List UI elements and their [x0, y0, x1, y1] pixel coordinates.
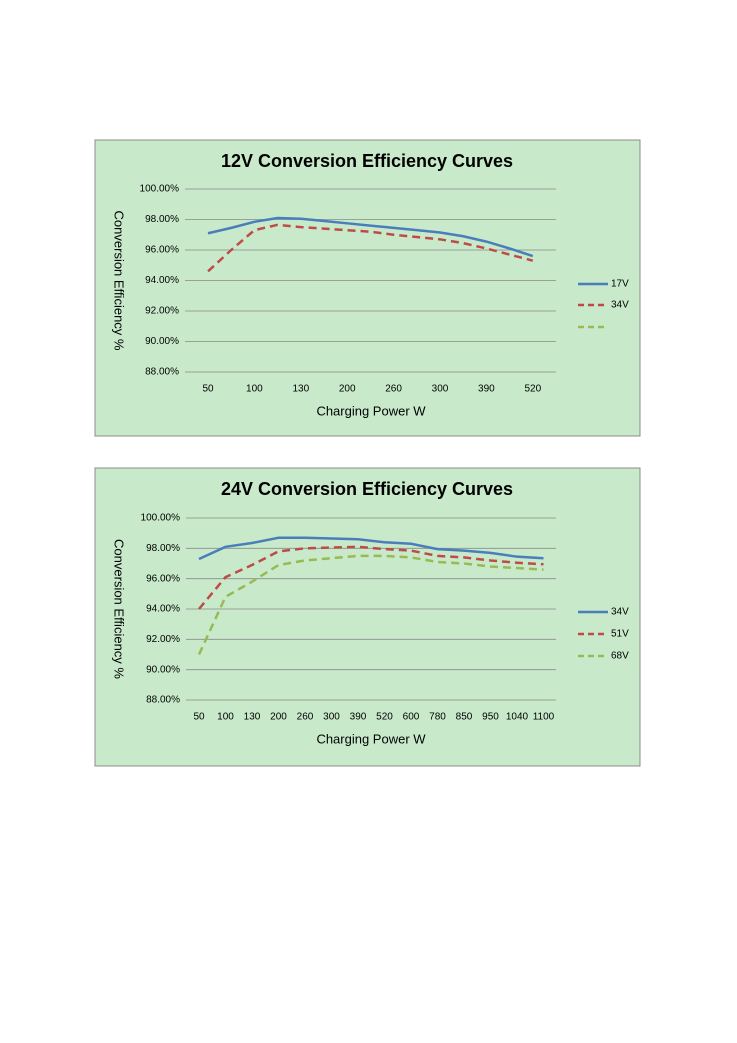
chart-title: 12V Conversion Efficiency Curves [221, 151, 513, 171]
series-line [198, 536, 544, 561]
series-line [207, 216, 534, 258]
y-tick-label: 96.00% [146, 573, 180, 584]
x-tick-label: 520 [376, 712, 393, 723]
x-tick-label: 200 [339, 384, 356, 395]
x-tick-label: 260 [385, 384, 402, 395]
legend-label: 51V [611, 629, 629, 640]
y-tick-label: 100.00% [141, 513, 181, 524]
x-tick-label: 390 [478, 384, 495, 395]
y-tick-label: 90.00% [146, 664, 180, 675]
x-tick-label: 130 [292, 384, 309, 395]
x-tick-label: 100 [246, 384, 263, 395]
x-tick-label: 600 [403, 712, 420, 723]
legend-label: 34V [611, 300, 629, 311]
y-tick-label: 88.00% [145, 367, 179, 378]
x-tick-label: 200 [270, 712, 287, 723]
y-tick-label: 94.00% [145, 275, 179, 286]
x-tick-label: 1100 [533, 712, 555, 723]
y-tick-label: 94.00% [146, 604, 180, 615]
x-tick-label: 100 [217, 712, 234, 723]
x-axis-label: Charging Power W [316, 731, 426, 746]
y-tick-label: 98.00% [145, 214, 179, 225]
chart-title: 24V Conversion Efficiency Curves [221, 479, 513, 499]
y-axis-label: Conversion Efficiency % [112, 211, 127, 351]
y-tick-label: 88.00% [146, 695, 180, 706]
x-tick-label: 780 [429, 712, 446, 723]
x-tick-label: 50 [193, 712, 205, 723]
x-axis-label: Charging Power W [316, 403, 426, 418]
y-tick-label: 92.00% [146, 634, 180, 645]
x-tick-label: 50 [202, 384, 214, 395]
legend-label: 17V [611, 279, 629, 290]
x-tick-label: 300 [432, 384, 449, 395]
x-tick-label: 950 [482, 712, 499, 723]
x-tick-label: 850 [456, 712, 473, 723]
x-tick-label: 300 [323, 712, 340, 723]
y-tick-label: 98.00% [146, 543, 180, 554]
x-tick-label: 130 [244, 712, 261, 723]
y-tick-label: 92.00% [145, 306, 179, 317]
y-tick-label: 96.00% [145, 245, 179, 256]
series-line [207, 223, 534, 273]
y-axis-label: Conversion Efficiency % [112, 539, 127, 679]
y-tick-label: 100.00% [140, 184, 180, 195]
legend-label: 68V [611, 651, 629, 662]
x-tick-label: 520 [524, 384, 541, 395]
legend-label: 34V [611, 607, 629, 618]
x-tick-label: 390 [350, 712, 367, 723]
x-tick-label: 1040 [506, 712, 529, 723]
x-tick-label: 260 [297, 712, 314, 723]
y-tick-label: 90.00% [145, 336, 179, 347]
